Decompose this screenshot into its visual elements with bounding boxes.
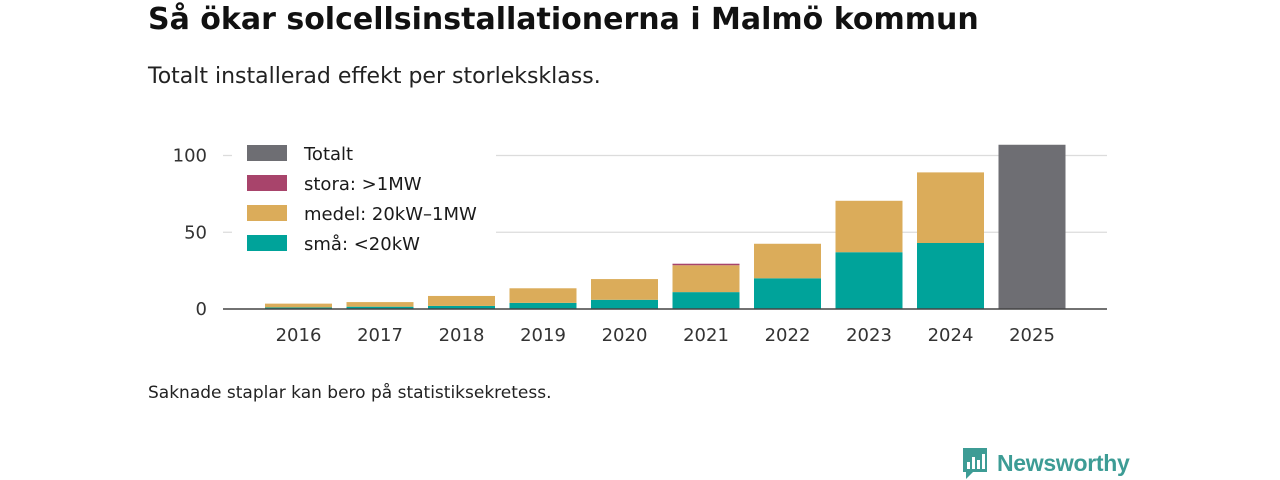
x-tick-label-2017: 2017 bbox=[357, 325, 403, 346]
bar-sma-2017 bbox=[346, 306, 414, 309]
bar-sma-2021 bbox=[672, 292, 740, 309]
legend: Totalt stora: >1MW medel: 20kW–1MW små: <20… bbox=[232, 137, 496, 267]
bar-medel-2022 bbox=[754, 243, 821, 279]
x-tick-label-2018: 2018 bbox=[439, 325, 485, 346]
y-tick-label-100: 100 bbox=[173, 146, 207, 167]
legend-swatch-sma bbox=[247, 235, 287, 251]
bar-sma-2020 bbox=[591, 299, 658, 309]
brand-name: Newsworthy bbox=[997, 449, 1130, 476]
bar-sma-2018 bbox=[428, 305, 495, 309]
bar-sma-2023 bbox=[835, 252, 903, 309]
bar-medel-2021 bbox=[672, 265, 740, 293]
bar-medel-2018 bbox=[428, 295, 495, 306]
x-tick-label-2019: 2019 bbox=[520, 325, 566, 346]
x-tick-label-2024: 2024 bbox=[928, 325, 974, 346]
bar-stora-2021 bbox=[672, 263, 740, 266]
bar-medel-2020 bbox=[591, 279, 658, 300]
legend-label-medel: medel: 20kW–1MW bbox=[304, 204, 477, 225]
newsworthy-brand[interactable]: Newsworthy bbox=[961, 446, 1130, 480]
x-tick-label-2020: 2020 bbox=[602, 325, 648, 346]
chart-title: Så ökar solcellsinstallationerna i Malmö… bbox=[148, 2, 979, 37]
bar-sma-2019 bbox=[509, 302, 577, 309]
bar-medel-2019 bbox=[509, 288, 577, 303]
legend-label-stora: stora: >1MW bbox=[304, 174, 422, 195]
legend-swatch-stora bbox=[247, 175, 287, 191]
stacked-bar-chart: 0 50 100 2016 2017 2018 2019 2020 2021 2022 2023 20… bbox=[172, 137, 1107, 346]
footnote: Saknade staplar kan bero på statistiksek… bbox=[148, 383, 552, 403]
y-tick-label-50: 50 bbox=[184, 222, 207, 243]
bar-layer bbox=[265, 144, 1066, 309]
bar-medel-2016 bbox=[265, 303, 332, 308]
bar-sma-2022 bbox=[754, 278, 821, 309]
newsworthy-logo-icon bbox=[963, 448, 987, 479]
y-tick-label-0: 0 bbox=[196, 299, 207, 320]
legend-label-sma: små: <20kW bbox=[304, 234, 420, 255]
x-tick-label-2016: 2016 bbox=[276, 325, 322, 346]
legend-label-totalt: Totalt bbox=[303, 144, 353, 165]
axis-layer: 0 50 100 2016 2017 2018 2019 2020 2021 2022 2023 20… bbox=[173, 146, 1107, 346]
bar-totalt-2025 bbox=[998, 144, 1066, 309]
x-tick-label-2021: 2021 bbox=[683, 325, 729, 346]
x-tick-label-2022: 2022 bbox=[765, 325, 811, 346]
x-tick-label-2025: 2025 bbox=[1009, 325, 1055, 346]
legend-swatch-medel bbox=[247, 205, 287, 221]
x-tick-label-2023: 2023 bbox=[846, 325, 892, 346]
chart-subtitle: Totalt installerad effekt per storlekskl… bbox=[148, 64, 601, 89]
bar-medel-2024 bbox=[917, 172, 984, 243]
bar-medel-2023 bbox=[835, 200, 903, 253]
bar-sma-2024 bbox=[917, 242, 984, 309]
legend-swatch-totalt bbox=[247, 145, 287, 161]
bar-medel-2017 bbox=[346, 302, 414, 307]
